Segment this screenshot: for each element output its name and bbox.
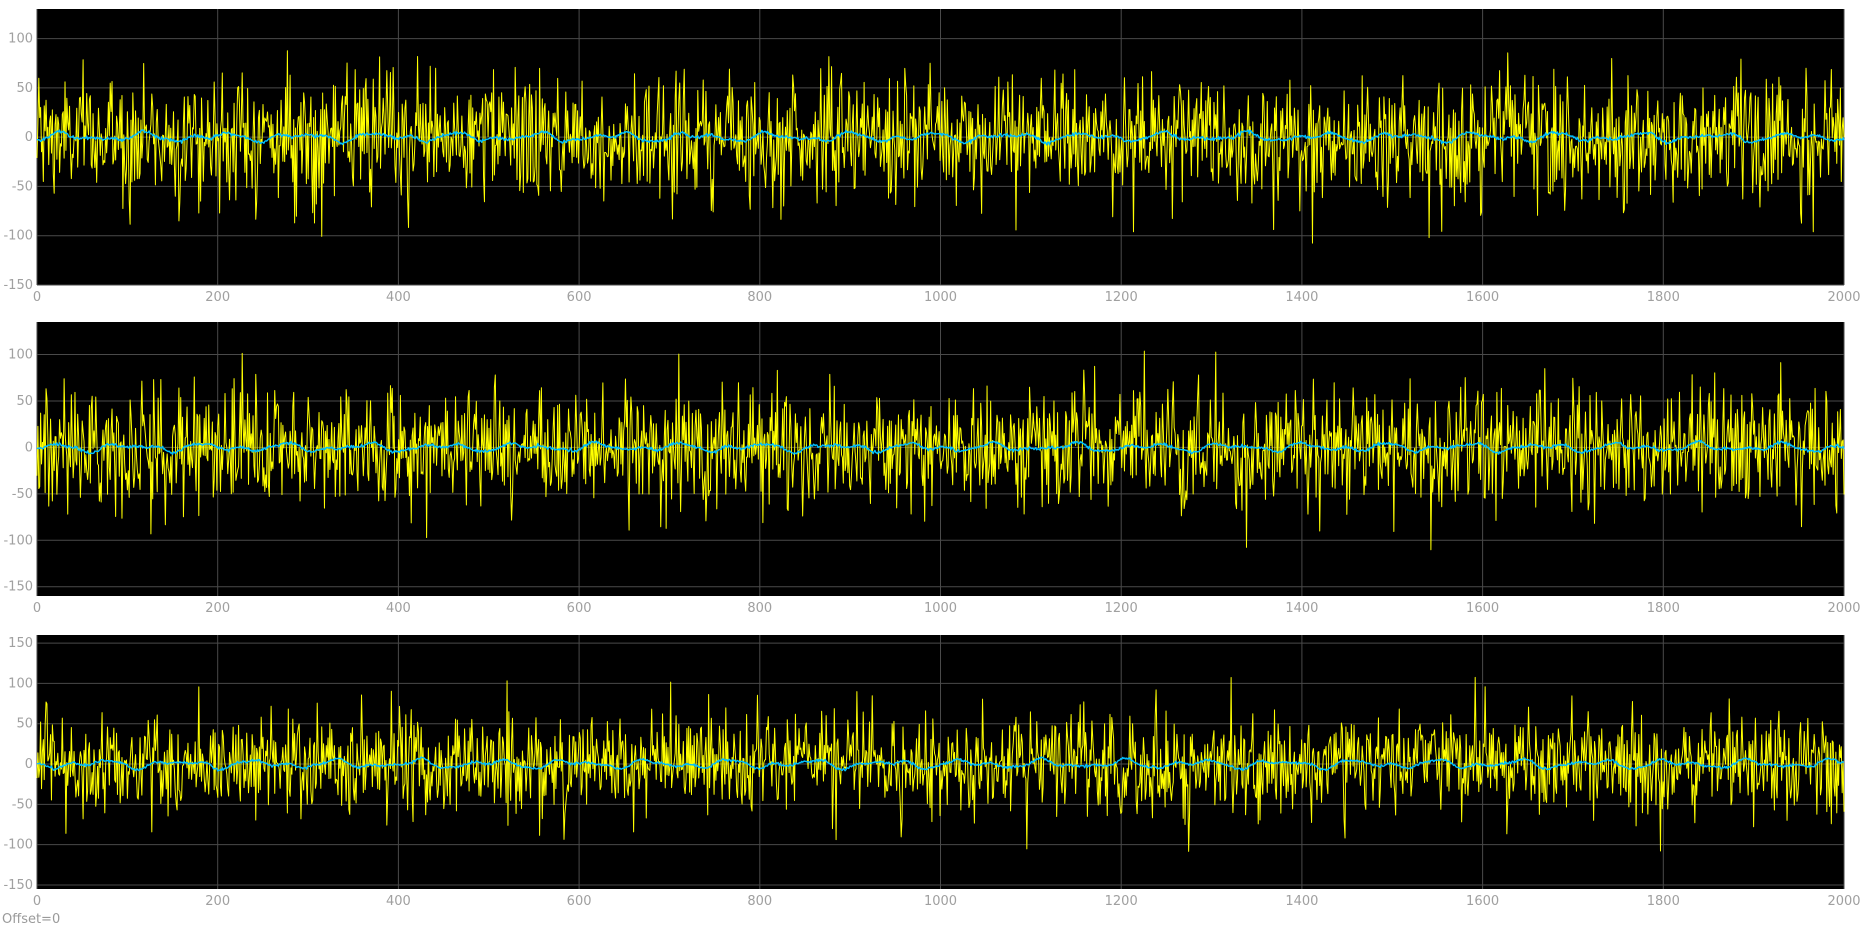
y-tick-label: 100 (8, 676, 33, 691)
x-tick-label: 2000 (1827, 601, 1860, 616)
y-tick-label: -50 (12, 487, 33, 502)
y-tick-label: -50 (12, 797, 33, 812)
x-tick-label: 400 (386, 894, 411, 909)
x-tick-label: 600 (567, 894, 592, 909)
y-tick-label: -100 (3, 838, 33, 853)
x-tick-label: 1400 (1285, 290, 1318, 305)
x-tick-label: 800 (747, 601, 772, 616)
y-tick-label: 50 (16, 394, 33, 409)
x-tick-label: 2000 (1827, 894, 1860, 909)
x-tick-label: 0 (33, 601, 41, 616)
y-tick-label: 50 (16, 81, 33, 96)
x-tick-label: 600 (567, 290, 592, 305)
x-tick-label: 1000 (924, 290, 957, 305)
x-tick-label: 1800 (1647, 601, 1680, 616)
y-tick-label: 150 (8, 636, 33, 651)
x-tick-label: 800 (747, 290, 772, 305)
scope-panel-3: 0 200 400 600 800 1000 1200 1400 1600 1800 2000150… (3, 635, 1860, 909)
x-tick-label: 400 (386, 601, 411, 616)
y-tick-label: -150 (3, 878, 33, 893)
x-tick-label: 0 (33, 290, 41, 305)
x-tick-label: 1000 (924, 894, 957, 909)
x-tick-label: 200 (205, 601, 230, 616)
y-tick-label: 0 (25, 757, 33, 772)
y-tick-label: 100 (8, 32, 33, 47)
offset-label: Offset=0 (2, 912, 60, 927)
x-tick-label: 1800 (1647, 290, 1680, 305)
x-tick-label: 200 (205, 290, 230, 305)
x-tick-label: 1400 (1285, 894, 1318, 909)
y-tick-label: -100 (3, 533, 33, 548)
y-tick-label: -50 (12, 179, 33, 194)
x-tick-label: 1600 (1466, 290, 1499, 305)
y-tick-label: -150 (3, 278, 33, 293)
x-tick-label: 1200 (1105, 601, 1138, 616)
x-tick-label: 1000 (924, 601, 957, 616)
x-tick-label: 1200 (1105, 894, 1138, 909)
y-tick-label: 0 (25, 130, 33, 145)
x-tick-label: 2000 (1827, 290, 1860, 305)
y-tick-label: -150 (3, 580, 33, 595)
y-tick-label: 0 (25, 440, 33, 455)
x-tick-label: 0 (33, 894, 41, 909)
x-tick-label: 400 (386, 290, 411, 305)
y-tick-label: 100 (8, 348, 33, 363)
y-tick-label: -100 (3, 229, 33, 244)
x-tick-label: 1200 (1105, 290, 1138, 305)
x-tick-label: 600 (567, 601, 592, 616)
x-tick-label: 200 (205, 894, 230, 909)
x-tick-label: 800 (747, 894, 772, 909)
scope-panel-2: 0 200 400 600 800 1000 1200 1400 1600 1800 2000100… (3, 322, 1860, 616)
x-tick-label: 1400 (1285, 601, 1318, 616)
scope-panel-1: 0 200 400 600 800 1000 1200 1400 1600 1800 2000100… (3, 9, 1860, 305)
x-tick-label: 1800 (1647, 894, 1680, 909)
x-tick-label: 1600 (1466, 894, 1499, 909)
x-tick-label: 1600 (1466, 601, 1499, 616)
y-tick-label: 50 (16, 717, 33, 732)
